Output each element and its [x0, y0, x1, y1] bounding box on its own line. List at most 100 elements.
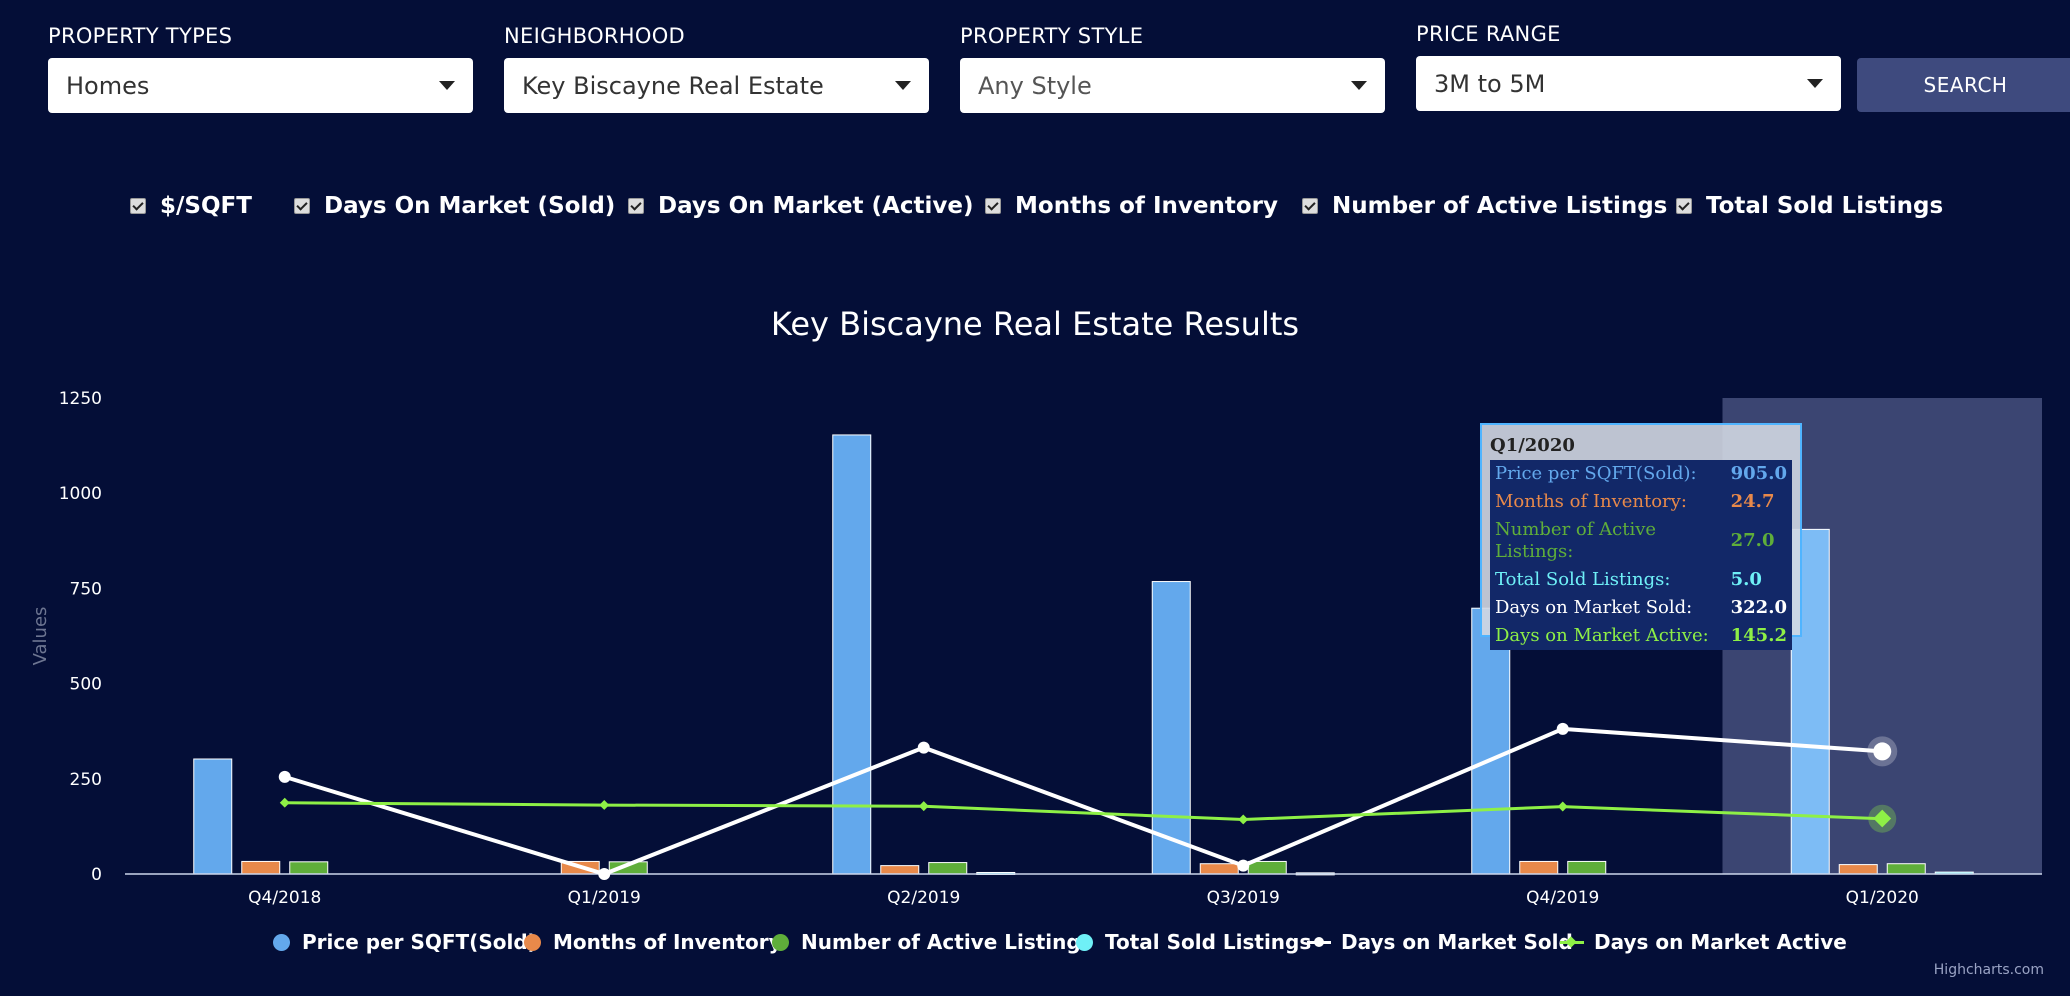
bar [832, 434, 872, 875]
tooltip-value: 24.7 [1730, 491, 1775, 512]
property-types-select[interactable]: Homes [48, 58, 473, 113]
tooltip-label: Months of Inventory: [1495, 491, 1687, 512]
line-point [1557, 801, 1568, 812]
checkbox-icon[interactable] [628, 198, 644, 214]
toggle-dom-active[interactable]: Days On Market (Active) [628, 193, 974, 219]
y-tick-label: 750 [70, 579, 102, 599]
property-types-label: PROPERTY TYPES [48, 24, 233, 48]
legend-item-price-sqft[interactable]: Price per SQFT(Sold) [273, 930, 537, 954]
tooltip-header: Q1/2020 [1490, 435, 1575, 456]
line-point [278, 770, 291, 783]
tooltip-label: Price per SQFT(Sold): [1495, 463, 1697, 484]
legend-marker-icon [273, 933, 290, 951]
bar [1199, 863, 1239, 875]
bar [880, 865, 920, 875]
legend-item-active-listings[interactable]: Number of Active Listings [772, 930, 1093, 954]
y-tick-label: 250 [70, 770, 102, 790]
tooltip-label: Number of Active Listings: [1495, 519, 1657, 562]
property-style-select[interactable]: Any Style [960, 58, 1385, 113]
line-point [918, 801, 929, 812]
tooltip-row: Months of Inventory: 24.7 [1490, 488, 1792, 516]
toggle-dom-sold[interactable]: Days On Market (Sold) [294, 193, 615, 219]
price-range-select[interactable]: 3M to 5M [1416, 56, 1841, 111]
legend-label: Days on Market Sold [1341, 930, 1573, 954]
price-range-filter: PRICE RANGE 3M to 5M [1416, 22, 1841, 111]
y-tick-label: 500 [70, 675, 102, 695]
property-types-value: Homes [66, 71, 150, 100]
y-tick-label: 1000 [59, 484, 102, 504]
toggle-months-inventory[interactable]: Months of Inventory [985, 193, 1278, 219]
checkbox-icon[interactable] [130, 198, 146, 214]
price-range-value: 3M to 5M [1434, 69, 1546, 98]
property-style-filter: PROPERTY STYLE Any Style [960, 24, 1385, 113]
legend-marker-icon [524, 933, 541, 951]
bar [1838, 864, 1878, 875]
checkbox-icon[interactable] [1676, 198, 1692, 214]
toggle-label: $/SQFT [160, 193, 252, 219]
neighborhood-select[interactable]: Key Biscayne Real Estate [504, 58, 929, 113]
legend-marker-icon [772, 933, 789, 951]
tooltip-row: Price per SQFT(Sold): 905.0 [1490, 460, 1792, 488]
credits-link[interactable]: Highcharts.com [1933, 962, 2044, 978]
neighborhood-value: Key Biscayne Real Estate [522, 71, 824, 100]
legend-label: Price per SQFT(Sold) [302, 930, 537, 954]
tooltip-value: 322.0 [1730, 597, 1787, 618]
property-style-value: Any Style [978, 71, 1092, 100]
bar [1151, 581, 1191, 875]
series-line [284, 726, 1883, 877]
legend-item-sold-listings[interactable]: Total Sold Listings [1076, 930, 1311, 954]
tooltip-table: Price per SQFT(Sold): 905.0 Months of Inve… [1490, 460, 1792, 650]
x-tick-label: Q4/2019 [1526, 888, 1599, 908]
legend-line-icon [1560, 935, 1584, 948]
property-style-label: PROPERTY STYLE [960, 24, 1144, 48]
toggle-active-listings[interactable]: Number of Active Listings [1302, 193, 1667, 219]
legend-item-dom-sold[interactable]: Days on Market Sold [1307, 930, 1573, 954]
legend-label: Number of Active Listings [801, 930, 1093, 954]
bar [1567, 860, 1607, 875]
toggle-sold-listings[interactable]: Total Sold Listings [1676, 193, 1943, 219]
checkbox-icon[interactable] [1302, 198, 1318, 214]
tooltip-row: Days on Market Active: 145.2 [1490, 622, 1792, 650]
legend-item-dom-active[interactable]: Days on Market Active [1560, 930, 1847, 954]
bar [1471, 607, 1511, 875]
y-tick-label: 0 [91, 865, 102, 885]
neighborhood-filter: NEIGHBORHOOD Key Biscayne Real Estate [504, 24, 929, 113]
x-tick-label: Q1/2019 [568, 888, 641, 908]
x-tick-label: Q2/2019 [887, 888, 960, 908]
toggle-price-sqft[interactable]: $/SQFT [130, 193, 252, 219]
property-types-filter: PROPERTY TYPES Homes [48, 24, 473, 113]
toggle-label: Months of Inventory [1015, 193, 1278, 219]
line-point [917, 741, 930, 754]
y-axis-title: Values [30, 607, 51, 666]
line-point [598, 868, 611, 880]
tooltip-label: Total Sold Listings: [1495, 569, 1671, 590]
checkbox-icon[interactable] [294, 198, 310, 214]
tooltip-value: 145.2 [1730, 625, 1787, 646]
x-tick-label: Q3/2019 [1207, 888, 1280, 908]
y-tick-label: 1250 [59, 389, 102, 409]
checkbox-icon[interactable] [985, 198, 1001, 214]
toggle-label: Days On Market (Active) [658, 193, 974, 219]
bar [193, 758, 233, 875]
legend-item-months-inventory[interactable]: Months of Inventory [524, 930, 782, 954]
toggle-label: Total Sold Listings [1706, 193, 1944, 219]
price-range-label: PRICE RANGE [1416, 22, 1561, 46]
search-button[interactable]: SEARCH [1857, 58, 2070, 112]
line-point [1556, 722, 1569, 735]
x-tick-label: Q1/2020 [1846, 888, 1919, 908]
chevron-down-icon [439, 81, 455, 90]
legend-label: Days on Market Active [1594, 930, 1847, 954]
line-point [279, 797, 290, 808]
bar [289, 861, 329, 875]
chevron-down-icon [1351, 81, 1367, 90]
legend-label: Months of Inventory [553, 930, 782, 954]
tooltip-label: Days on Market Active: [1495, 625, 1709, 646]
chevron-down-icon [895, 81, 911, 90]
line-point [1873, 742, 1892, 761]
chevron-down-icon [1807, 79, 1823, 88]
neighborhood-label: NEIGHBORHOOD [504, 24, 686, 48]
toggle-label: Number of Active Listings [1332, 193, 1668, 219]
tooltip-value: 27.0 [1730, 530, 1775, 551]
series-line [284, 801, 1883, 822]
bar [928, 862, 968, 875]
